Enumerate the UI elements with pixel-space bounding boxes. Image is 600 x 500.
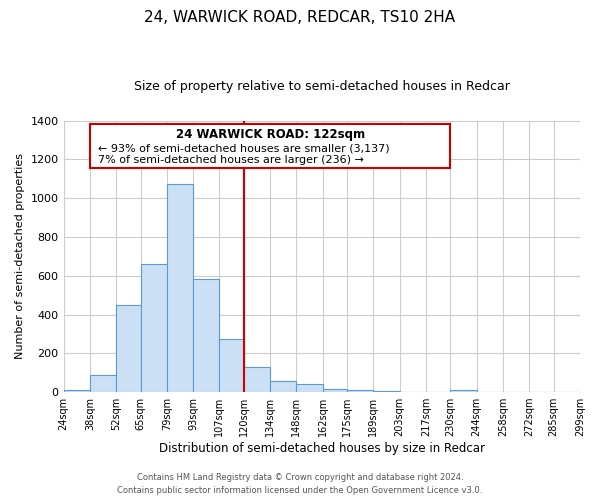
Bar bbox=[244, 367, 270, 392]
Bar bbox=[116, 305, 140, 392]
Text: ← 93% of semi-detached houses are smaller (3,137): ← 93% of semi-detached houses are smalle… bbox=[98, 144, 389, 154]
Bar bbox=[451, 390, 477, 392]
Text: 24, WARWICK ROAD, REDCAR, TS10 2HA: 24, WARWICK ROAD, REDCAR, TS10 2HA bbox=[145, 10, 455, 25]
Bar bbox=[323, 389, 347, 392]
Bar bbox=[220, 338, 244, 392]
Text: 7% of semi-detached houses are larger (236) →: 7% of semi-detached houses are larger (2… bbox=[98, 155, 364, 165]
Bar bbox=[347, 390, 373, 392]
Bar bbox=[90, 374, 116, 392]
Text: Contains HM Land Registry data © Crown copyright and database right 2024.
Contai: Contains HM Land Registry data © Crown c… bbox=[118, 474, 482, 495]
Bar bbox=[64, 390, 90, 392]
Bar bbox=[296, 384, 323, 392]
Bar bbox=[270, 382, 296, 392]
Bar bbox=[373, 391, 400, 392]
X-axis label: Distribution of semi-detached houses by size in Redcar: Distribution of semi-detached houses by … bbox=[159, 442, 485, 455]
Title: Size of property relative to semi-detached houses in Redcar: Size of property relative to semi-detach… bbox=[134, 80, 510, 93]
Bar bbox=[193, 278, 220, 392]
Text: 24 WARWICK ROAD: 122sqm: 24 WARWICK ROAD: 122sqm bbox=[176, 128, 365, 140]
Y-axis label: Number of semi-detached properties: Number of semi-detached properties bbox=[15, 154, 25, 360]
FancyBboxPatch shape bbox=[90, 124, 451, 168]
Bar bbox=[140, 264, 167, 392]
Bar bbox=[167, 184, 193, 392]
